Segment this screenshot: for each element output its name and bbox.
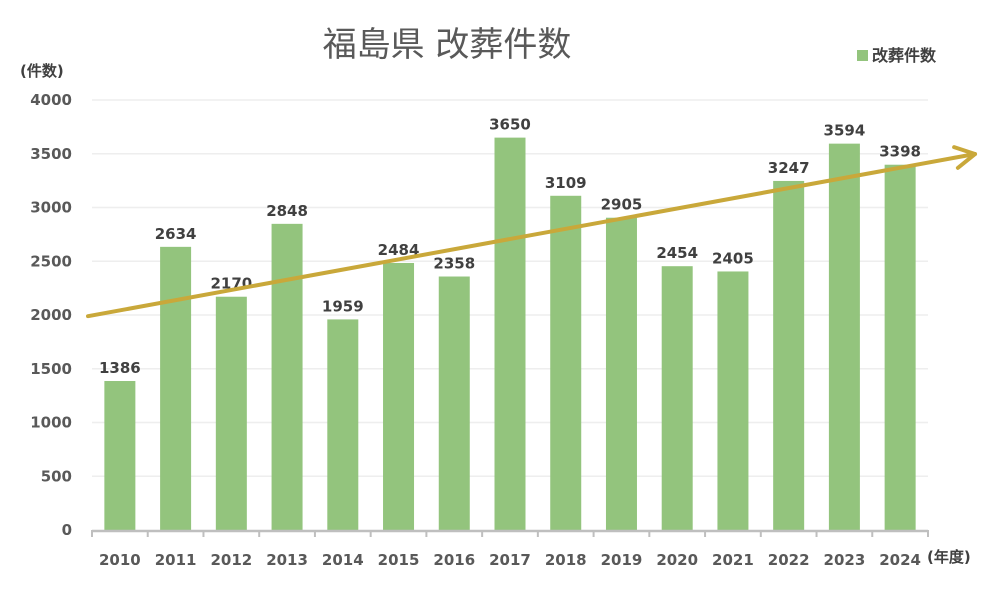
y-tick-label: 3500 [30,145,72,163]
data-label: 2848 [266,202,308,220]
data-label: 3247 [768,159,810,177]
data-label: 3650 [489,116,531,134]
x-tick-label: 2015 [378,551,420,569]
y-tick-label: 3000 [30,199,72,217]
x-tick-label: 2016 [433,551,475,569]
trend-arrow-line [86,152,977,319]
x-tick-label: 2023 [824,551,866,569]
bar [160,246,192,530]
data-label: 1959 [322,297,364,315]
data-label: 3398 [879,143,921,161]
data-label: 1386 [99,359,141,377]
data-label: 2634 [155,225,197,243]
data-label: 2358 [433,255,475,273]
bar [828,143,860,530]
data-label: 2405 [712,249,754,267]
data-label: 2905 [601,196,643,214]
x-tick-label: 2024 [879,551,921,569]
bar [104,381,136,530]
x-axis-label: (年度) [927,548,971,566]
bar [327,319,359,530]
bar [661,266,693,530]
data-label: 3109 [545,174,587,192]
legend-label: 改葬件数 [872,46,937,65]
x-tick-label: 2017 [489,551,531,569]
legend: 改葬件数 [857,46,937,65]
bar [550,195,582,530]
bar [884,164,916,530]
bar [717,271,749,530]
legend-swatch [857,50,868,61]
y-tick-label: 1000 [30,414,72,432]
bar [383,262,415,530]
chart-title: 福島県 改葬件数 [323,25,572,65]
y-tick-label: 1500 [30,360,72,378]
x-tick-label: 2013 [266,551,308,569]
y-tick-label: 4000 [30,91,72,109]
y-tick-label: 0 [62,521,72,539]
x-tick-label: 2018 [545,551,587,569]
bar [215,296,247,530]
y-axis-label: (件数) [20,62,64,80]
x-tick-label: 2022 [768,551,810,569]
x-tick-label: 2020 [656,551,698,569]
bar [438,276,470,530]
y-tick-label: 2500 [30,252,72,270]
bar [271,223,303,530]
x-tick-label: 2014 [322,551,364,569]
y-tick-label: 2000 [30,306,72,324]
data-label: 2484 [378,241,420,259]
data-label: 2454 [656,244,698,262]
x-tick-label: 2011 [155,551,197,569]
x-tick-label: 2019 [601,551,643,569]
bar [605,217,637,530]
data-label: 3594 [824,122,866,140]
bar [494,137,526,530]
bar [773,180,805,530]
x-tick-label: 2010 [99,551,141,569]
x-tick-label: 2021 [712,551,754,569]
x-tick-label: 2012 [210,551,252,569]
trend-arrow-head [952,145,977,170]
y-tick-label: 500 [41,467,72,485]
